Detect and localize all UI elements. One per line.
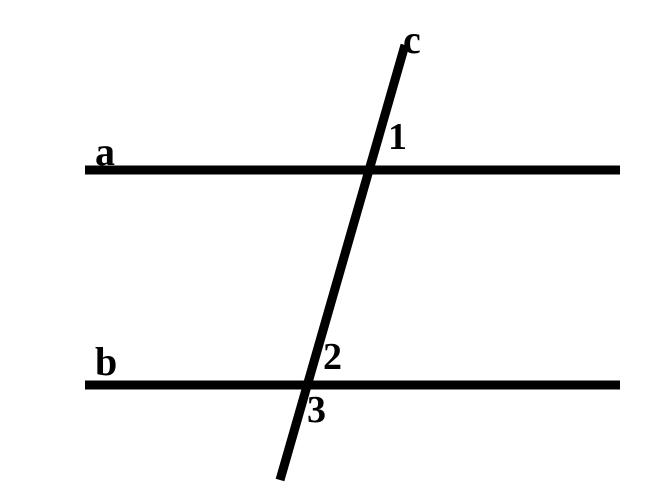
label-line-b: b xyxy=(95,338,117,385)
label-line-a: a xyxy=(95,128,115,175)
label-angle-2: 2 xyxy=(323,335,342,379)
label-line-c: c xyxy=(403,16,421,63)
geometry-diagram xyxy=(0,0,658,500)
label-angle-3: 3 xyxy=(307,388,326,432)
line-c-transversal xyxy=(280,45,405,480)
label-angle-1: 1 xyxy=(388,115,407,159)
